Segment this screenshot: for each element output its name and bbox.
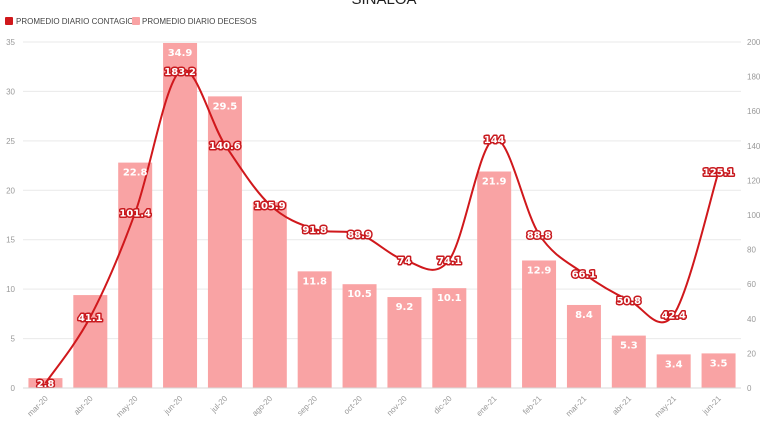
y-left-tick-label: 15 bbox=[6, 236, 15, 245]
x-tick-label: ago-20 bbox=[250, 394, 274, 418]
line-data-label: 144 bbox=[484, 135, 505, 146]
legend-label-contagios: PROMEDIO DIARIO CONTAGIOS bbox=[16, 17, 139, 26]
line-data-label: 125.1 bbox=[703, 168, 735, 179]
y-right-tick-label: 160 bbox=[747, 107, 761, 116]
chart-title: SINALOA bbox=[351, 0, 416, 8]
line-data-label: 105.9 bbox=[254, 201, 286, 212]
y-left-tick-label: 20 bbox=[6, 186, 15, 195]
line-data-label: 88.8 bbox=[527, 230, 552, 241]
y-right-tick-label: 140 bbox=[747, 142, 761, 151]
bar-data-label: 10.5 bbox=[347, 289, 372, 300]
bar-data-label: 3.4 bbox=[665, 359, 683, 370]
bar bbox=[297, 271, 332, 388]
y-left-tick-label: 5 bbox=[11, 335, 16, 344]
bar bbox=[656, 354, 691, 388]
bar-data-label: 34.9 bbox=[168, 48, 193, 59]
x-tick-label: jul-20 bbox=[208, 394, 229, 415]
bar-data-label: 11.8 bbox=[302, 276, 327, 287]
legend-swatch-decesos bbox=[132, 17, 140, 25]
y-right-tick-label: 20 bbox=[747, 349, 756, 358]
bar bbox=[432, 288, 467, 388]
x-tick-label: jun-20 bbox=[162, 394, 185, 417]
x-tick-label: jun-21 bbox=[700, 394, 723, 417]
line-data-label: 140.6 bbox=[209, 141, 241, 152]
x-tick-label: nov-20 bbox=[385, 394, 409, 418]
bar bbox=[701, 353, 736, 388]
y-left-tick-label: 30 bbox=[6, 87, 15, 96]
y-left-tick-label: 0 bbox=[11, 384, 16, 393]
y-right-tick-label: 100 bbox=[747, 211, 761, 220]
bar bbox=[252, 202, 287, 388]
x-tick-label: dic-20 bbox=[432, 394, 454, 416]
line-data-label: 91.8 bbox=[302, 225, 327, 236]
line-data-label: 50.8 bbox=[616, 296, 641, 307]
y-right-tick-label: 200 bbox=[747, 38, 761, 47]
legend-swatch-contagios bbox=[5, 17, 13, 25]
line-data-label: 42.4 bbox=[661, 311, 686, 322]
y-right-tick-label: 120 bbox=[747, 176, 761, 185]
y-right-tick-label: 180 bbox=[747, 73, 761, 82]
y-right-tick-label: 60 bbox=[747, 280, 756, 289]
bar bbox=[611, 335, 646, 388]
contagios-line bbox=[44, 68, 720, 384]
bar bbox=[566, 304, 601, 388]
bar-labels: 22.8 34.9 29.5 11.8 10.5 9.2 10.1 21.9 12.9 8.4 5.… bbox=[123, 48, 728, 370]
bar-data-label: 3.5 bbox=[710, 358, 728, 369]
y-left-tick-label: 25 bbox=[6, 137, 15, 146]
x-tick-label: mar-21 bbox=[564, 394, 589, 419]
x-tick-label: feb-21 bbox=[521, 394, 544, 417]
legend-item-decesos[interactable]: PROMEDIO DIARIO DECESOS bbox=[132, 17, 257, 26]
legend-label-decesos: PROMEDIO DIARIO DECESOS bbox=[142, 17, 257, 26]
bar bbox=[387, 297, 422, 388]
y-right-tick-label: 40 bbox=[747, 315, 756, 324]
x-tick-label: ene-21 bbox=[475, 394, 499, 418]
y-right-tick-label: 0 bbox=[747, 384, 752, 393]
x-tick-label: may-20 bbox=[114, 394, 140, 420]
x-tick-label: may-21 bbox=[653, 394, 679, 420]
bar-data-label: 5.3 bbox=[620, 341, 638, 352]
x-tick-label: mar-20 bbox=[26, 394, 51, 419]
bar bbox=[118, 162, 153, 388]
bar-data-label: 8.4 bbox=[575, 310, 593, 321]
bar-data-label: 29.5 bbox=[213, 101, 238, 112]
y-axis-left: 0 5 10 15 20 25 30 35 bbox=[6, 38, 15, 393]
line-data-label: 74 bbox=[397, 256, 411, 267]
bar-series-decesos bbox=[28, 42, 736, 388]
bar-data-label: 9.2 bbox=[396, 302, 414, 313]
line-data-label: 66.1 bbox=[572, 270, 597, 281]
bar-data-label: 21.9 bbox=[482, 177, 507, 188]
line-data-label: 88.9 bbox=[347, 230, 372, 241]
y-left-tick-label: 10 bbox=[6, 285, 15, 294]
y-right-tick-label: 80 bbox=[747, 246, 756, 255]
y-left-tick-label: 35 bbox=[6, 38, 15, 47]
legend-item-contagios[interactable]: PROMEDIO DIARIO CONTAGIOS bbox=[5, 17, 139, 26]
y-axis-right: 0 20 40 60 80 100 120 140 160 180 200 bbox=[747, 38, 761, 393]
bar bbox=[73, 295, 108, 388]
bar-data-label: 10.1 bbox=[437, 293, 462, 304]
bar bbox=[163, 42, 198, 388]
line-series-contagios bbox=[44, 68, 720, 384]
bar bbox=[477, 171, 512, 388]
bar bbox=[522, 260, 557, 388]
line-data-label: 74.1 bbox=[437, 256, 462, 267]
x-tick-label: abr-20 bbox=[72, 394, 95, 417]
x-tick-label: sep-20 bbox=[295, 394, 319, 418]
line-data-label: 41.1 bbox=[78, 313, 103, 324]
x-tick-label: abr-21 bbox=[611, 394, 634, 417]
line-data-label: 183.2 bbox=[164, 67, 196, 78]
bar bbox=[342, 284, 377, 388]
bar-data-label: 12.9 bbox=[527, 265, 552, 276]
line-data-label: 101.4 bbox=[119, 209, 151, 220]
line-data-label: 2.8 bbox=[37, 379, 55, 390]
x-axis: mar-20 abr-20 may-20 jun-20 jul-20 ago-20 sep-… bbox=[23, 387, 741, 420]
x-tick-label: oct-20 bbox=[342, 394, 364, 416]
legend: PROMEDIO DIARIO CONTAGIOS PROMEDIO DIARI… bbox=[5, 17, 257, 26]
bar-data-label: 22.8 bbox=[123, 168, 148, 179]
